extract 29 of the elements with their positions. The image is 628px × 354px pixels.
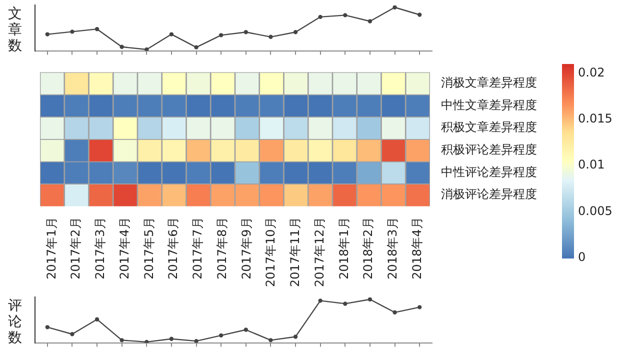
color-bar-label: 0.02 bbox=[578, 65, 605, 80]
color-bar-label: 0.015 bbox=[578, 112, 612, 126]
x-tick-label: 2017年12月 bbox=[312, 217, 326, 288]
color-bar-label: 0 bbox=[578, 250, 586, 264]
x-tick-label: 2017年7月 bbox=[190, 217, 205, 280]
x-tick-label: 2017年3月 bbox=[93, 217, 108, 280]
color-bar-label: 0.005 bbox=[578, 204, 612, 218]
x-tick-label: 2018年2月 bbox=[361, 217, 376, 280]
x-tick-label: 2018年1月 bbox=[336, 217, 351, 280]
y-tick-label: 积极评论差异程度 bbox=[441, 142, 537, 156]
y-tick-label: 消极评论差异程度 bbox=[441, 187, 537, 202]
x-tick-label: 2018年4月 bbox=[410, 217, 424, 280]
y-axis-title: 文章数 bbox=[8, 6, 23, 54]
x-tick-label: 2018年3月 bbox=[386, 217, 400, 280]
x-tick-label: 2017年8月 bbox=[214, 217, 229, 280]
x-tick-label: 2017年11月 bbox=[288, 217, 302, 288]
x-tick-label: 2017年4月 bbox=[117, 217, 132, 280]
y-axis-title: 评论数 bbox=[8, 298, 23, 346]
y-tick-label: 消极文章差异程度 bbox=[441, 75, 537, 90]
x-tick-label: 2017年6月 bbox=[166, 217, 180, 280]
y-tick-label: 中性文章差异程度 bbox=[441, 98, 537, 112]
y-tick-label: 积极文章差异程度 bbox=[441, 120, 537, 134]
x-tick-label: 2017年2月 bbox=[68, 217, 83, 280]
color-bar-label: 0.01 bbox=[578, 158, 605, 172]
x-tick-label: 2017年1月 bbox=[44, 217, 58, 280]
x-tick-label: 2017年5月 bbox=[142, 217, 156, 280]
x-tick-label: 2017年10月 bbox=[264, 217, 278, 288]
y-tick-label: 中性评论差异程度 bbox=[441, 164, 537, 179]
x-tick-label: 2017年9月 bbox=[239, 217, 254, 280]
